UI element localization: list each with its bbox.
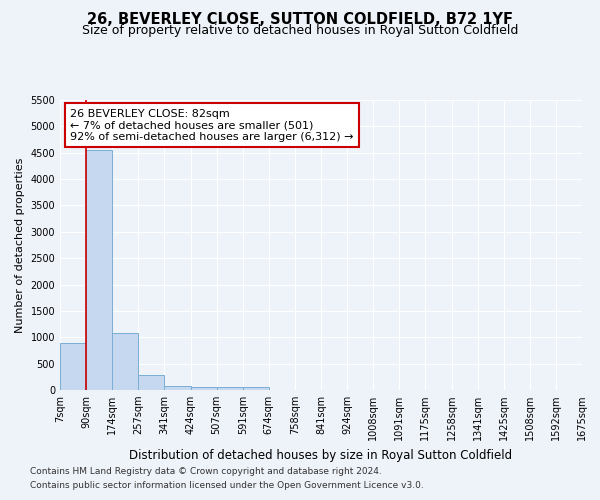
Y-axis label: Number of detached properties: Number of detached properties [15, 158, 25, 332]
Text: Contains public sector information licensed under the Open Government Licence v3: Contains public sector information licen… [30, 481, 424, 490]
Bar [139, 375, 164, 390]
Bar [60, 342, 86, 390]
Text: 26, BEVERLEY CLOSE, SUTTON COLDFIELD, B72 1YF: 26, BEVERLEY CLOSE, SUTTON COLDFIELD, B7… [87, 12, 513, 28]
Bar [86, 150, 112, 390]
Bar [112, 333, 139, 390]
Bar [164, 386, 191, 390]
Text: Size of property relative to detached houses in Royal Sutton Coldfield: Size of property relative to detached ho… [82, 24, 518, 37]
Bar [191, 387, 217, 390]
Text: Contains HM Land Registry data © Crown copyright and database right 2024.: Contains HM Land Registry data © Crown c… [30, 467, 382, 476]
Bar [243, 387, 269, 390]
Text: 26 BEVERLEY CLOSE: 82sqm
← 7% of detached houses are smaller (501)
92% of semi-d: 26 BEVERLEY CLOSE: 82sqm ← 7% of detache… [70, 108, 354, 142]
X-axis label: Distribution of detached houses by size in Royal Sutton Coldfield: Distribution of detached houses by size … [130, 448, 512, 462]
Bar [217, 387, 243, 390]
